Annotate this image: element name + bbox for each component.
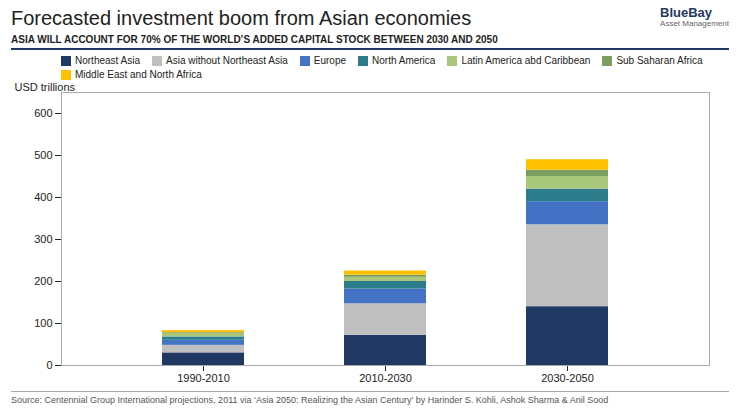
svg-text:600: 600: [34, 107, 52, 119]
svg-text:USD trillions: USD trillions: [15, 81, 76, 93]
html-text:Forecasted investment boom fro: Forecasted investment boom from Asian ec…: [11, 7, 472, 29]
html-text:ASIA WILL ACCOUNT FOR 70% OF T: ASIA WILL ACCOUNT FOR 70% OF THE WORLD’S…: [11, 34, 498, 45]
svg-text:2030-2050: 2030-2050: [541, 372, 594, 384]
svg-text:300: 300: [34, 233, 52, 245]
svg-text:100: 100: [34, 317, 52, 329]
svg-text:2010-2030: 2010-2030: [359, 372, 412, 384]
html-text:Latin America abd Caribbean: Latin America abd Caribbean: [461, 55, 591, 66]
html-text:Middle East and North Africa: Middle East and North Africa: [75, 69, 202, 80]
svg-text:400: 400: [34, 191, 52, 203]
svg-text:1990-2010: 1990-2010: [177, 372, 230, 384]
html-text:Northeast Asia: Northeast Asia: [75, 55, 140, 66]
html-text:Europe: Europe: [313, 55, 346, 66]
svg-text:0: 0: [46, 359, 52, 371]
html-text:Source: Centennial Group Inter: Source: Centennial Group International p…: [11, 395, 609, 405]
html-text:BlueBay: BlueBay: [660, 5, 713, 20]
html-text:Asset Management: Asset Management: [660, 19, 729, 29]
html-text:Sub Saharan Africa: Sub Saharan Africa: [616, 55, 703, 66]
html-text:Asia without Northeast Asia: Asia without Northeast Asia: [166, 55, 288, 66]
svg-text:200: 200: [34, 275, 52, 287]
svg-text:500: 500: [34, 149, 52, 161]
html-text:North America: North America: [372, 55, 436, 66]
